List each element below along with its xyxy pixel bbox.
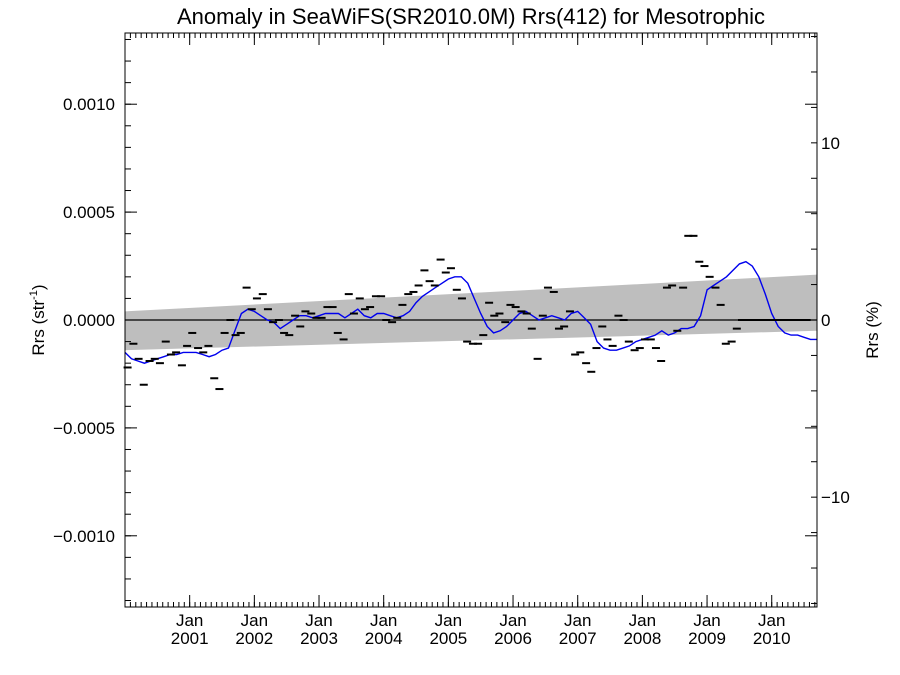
monthly-anomaly-points	[123, 234, 811, 391]
left-y-axis-ticks: 0.0010 0.0005 0.0000 −0.0005 −0.0010	[53, 95, 817, 546]
y2-tick-label: −10	[821, 488, 850, 507]
x-tick-year: 2004	[365, 629, 403, 648]
x-tick-year: 2002	[235, 629, 273, 648]
y-tick-label: 0.0005	[63, 203, 115, 222]
y-tick-label: 0.0010	[63, 95, 115, 114]
x-tick-year: 2006	[494, 629, 532, 648]
x-tick-month: Jan	[758, 611, 785, 630]
smoothed-series-path	[124, 260, 817, 364]
x-tick-month: Jan	[629, 611, 656, 630]
x-tick-month: Jan	[176, 611, 203, 630]
y2-tick-label: 0	[821, 311, 830, 330]
x-tick-year: 2008	[623, 629, 661, 648]
y-tick-label: −0.0005	[53, 419, 115, 438]
x-tick-year: 2005	[429, 629, 467, 648]
minor-ticks	[124, 33, 817, 607]
x-tick-month: Jan	[370, 611, 397, 630]
x-tick-month: Jan	[241, 611, 268, 630]
running-mean-line	[124, 260, 817, 364]
x-tick-year: 2003	[300, 629, 338, 648]
y-tick-label: −0.0010	[53, 527, 115, 546]
y-axis-label: Rrs (str-1)	[28, 284, 48, 355]
chart-title: Anomaly in SeaWiFS(SR2010.0M) Rrs(412) f…	[177, 4, 765, 29]
x-tick-year: 2001	[171, 629, 209, 648]
y-tick-label: 0.0000	[63, 311, 115, 330]
y2-axis-label: Rrs (%)	[863, 301, 882, 359]
y2-tick-label: 10	[821, 134, 840, 153]
x-tick-month: Jan	[564, 611, 591, 630]
x-tick-year: 2010	[753, 629, 791, 648]
x-tick-year: 2007	[559, 629, 597, 648]
x-tick-month: Jan	[305, 611, 332, 630]
x-tick-month: Jan	[435, 611, 462, 630]
x-tick-month: Jan	[693, 611, 720, 630]
band-area	[125, 274, 817, 351]
confidence-band	[125, 274, 817, 351]
x-tick-month: Jan	[499, 611, 526, 630]
right-y-axis-ticks: 10 0 −10	[821, 134, 850, 507]
x-tick-year: 2009	[688, 629, 726, 648]
